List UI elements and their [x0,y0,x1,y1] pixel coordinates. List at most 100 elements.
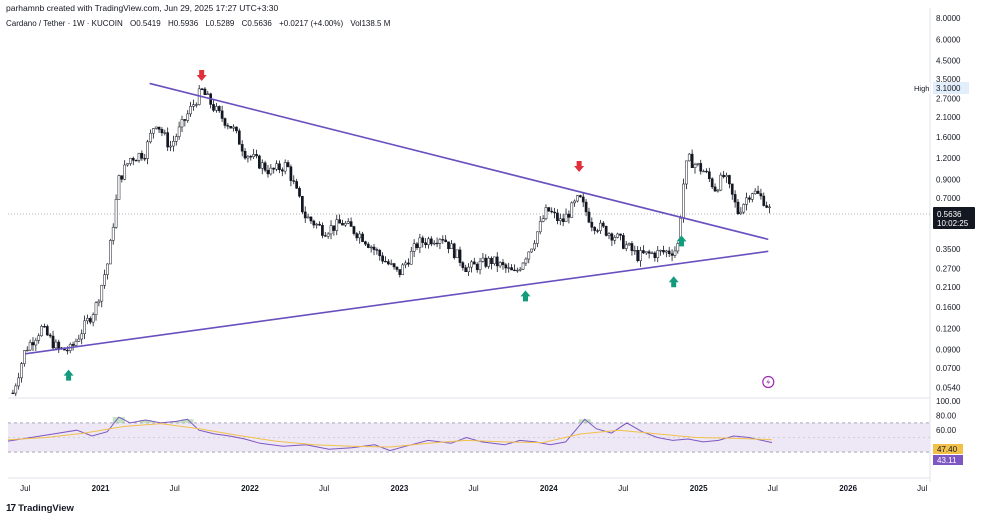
high-value-text: 3.1000 [936,84,961,93]
arrow-down-icon [196,69,207,81]
candle-body [475,263,479,270]
candle-body [134,160,138,162]
candle-body [687,153,691,162]
price-tick-label: 0.1600 [936,303,961,312]
candle-body [212,104,215,111]
candle-body [444,239,448,243]
candle-body [398,269,402,275]
candle-body [435,242,439,245]
candle-body [527,251,531,260]
candle-body [192,104,195,107]
candle-body [484,257,488,267]
price-tick-label: 2.7000 [936,94,961,103]
high-label-box [909,82,930,95]
candle-body [429,238,433,245]
candle-body [263,162,267,171]
candle-body [217,106,221,112]
candle-body [650,252,654,254]
time-tick-label: Jul [768,484,778,493]
price-tick-label: 0.9000 [936,175,961,184]
price-tick-label: 0.3500 [936,245,961,254]
candle-body [707,171,711,179]
candle-body [389,263,393,265]
candle-body [659,250,662,252]
candle-body [226,125,230,127]
candle-body [579,195,582,198]
candle-body [269,167,273,175]
candle-body [705,170,708,173]
candle-body [447,241,450,250]
candle-body [66,349,69,352]
rsi-tick-label: 100.00 [936,397,961,406]
candle-body [40,326,43,337]
candle-body [415,243,419,248]
countdown-text: 10:02:25 [937,219,969,228]
candle-body [229,126,233,129]
time-tick-label: 2025 [690,484,708,493]
candle-body [91,314,95,323]
candle-body [424,242,427,246]
arrow-up-icon [63,369,74,381]
symbol-legend[interactable]: Cardano / Tether · 1W · KUCOIN O0.5419 H… [6,19,395,28]
candle-body [515,269,519,272]
candle-body [157,126,161,130]
tradingview-footer[interactable]: 17 TradingView [6,503,74,514]
time-tick-label: Jul [917,484,927,493]
time-axis: Jul 2021 Jul 2022 Jul 2023 Jul 2024 Jul 2025 Jul 20… [8,477,930,493]
candle-body [309,216,313,222]
candle-body [117,175,121,200]
candle-body [759,193,763,197]
candle-body [493,256,496,264]
rsi-tick-label: 80.00 [936,412,957,421]
candle-body [94,302,98,315]
time-tick-label: 2021 [92,484,110,493]
time-tick-label: 2022 [241,484,259,493]
candle-body [346,221,350,224]
candle-body [280,169,284,172]
candle-body [733,194,737,203]
price-tick-label: 2.1000 [936,113,961,122]
candle-body [664,250,668,253]
candle-body [682,183,685,219]
rsi-pane [7,416,930,453]
candle-body [748,197,751,200]
candle-body [169,145,172,148]
candle-body [54,341,58,349]
candle-body [452,243,456,258]
candle-body [140,153,144,159]
candle-body [352,226,356,234]
candle-body [541,218,545,222]
rsi-overbought-fill [578,419,591,423]
candle-body [581,196,585,203]
candle-body [369,246,373,249]
candle-body [570,202,574,218]
candle-body [768,206,771,208]
candle-body [71,344,75,346]
candle-body [478,261,482,270]
candle-body [283,162,287,172]
candle-body [501,262,505,265]
candle-body [166,132,170,148]
time-tick-label: 2023 [391,484,409,493]
candle-body [278,163,281,170]
candle-body [25,349,29,352]
symbol-name[interactable]: Cardano / Tether · 1W · KUCOIN [6,19,123,28]
candle-body [306,216,310,219]
candle-body [702,170,705,173]
candle-body [481,257,485,262]
candle-body [366,243,370,248]
candle-body [756,190,760,194]
candle-body [335,219,339,231]
arrow-up-icon [520,290,531,302]
high-value-box [933,82,969,95]
candle-body [432,242,436,245]
price-tick-label: 0.0700 [936,364,961,373]
time-tick-label: Jul [319,484,329,493]
price-tick-label: 0.0900 [936,346,961,355]
candle-body [461,262,465,268]
candle-body [719,174,723,191]
price-tick-label: 8.0000 [936,14,961,23]
rsi-ma-line [7,423,773,448]
candle-body [693,164,697,168]
candle-body [653,252,657,258]
